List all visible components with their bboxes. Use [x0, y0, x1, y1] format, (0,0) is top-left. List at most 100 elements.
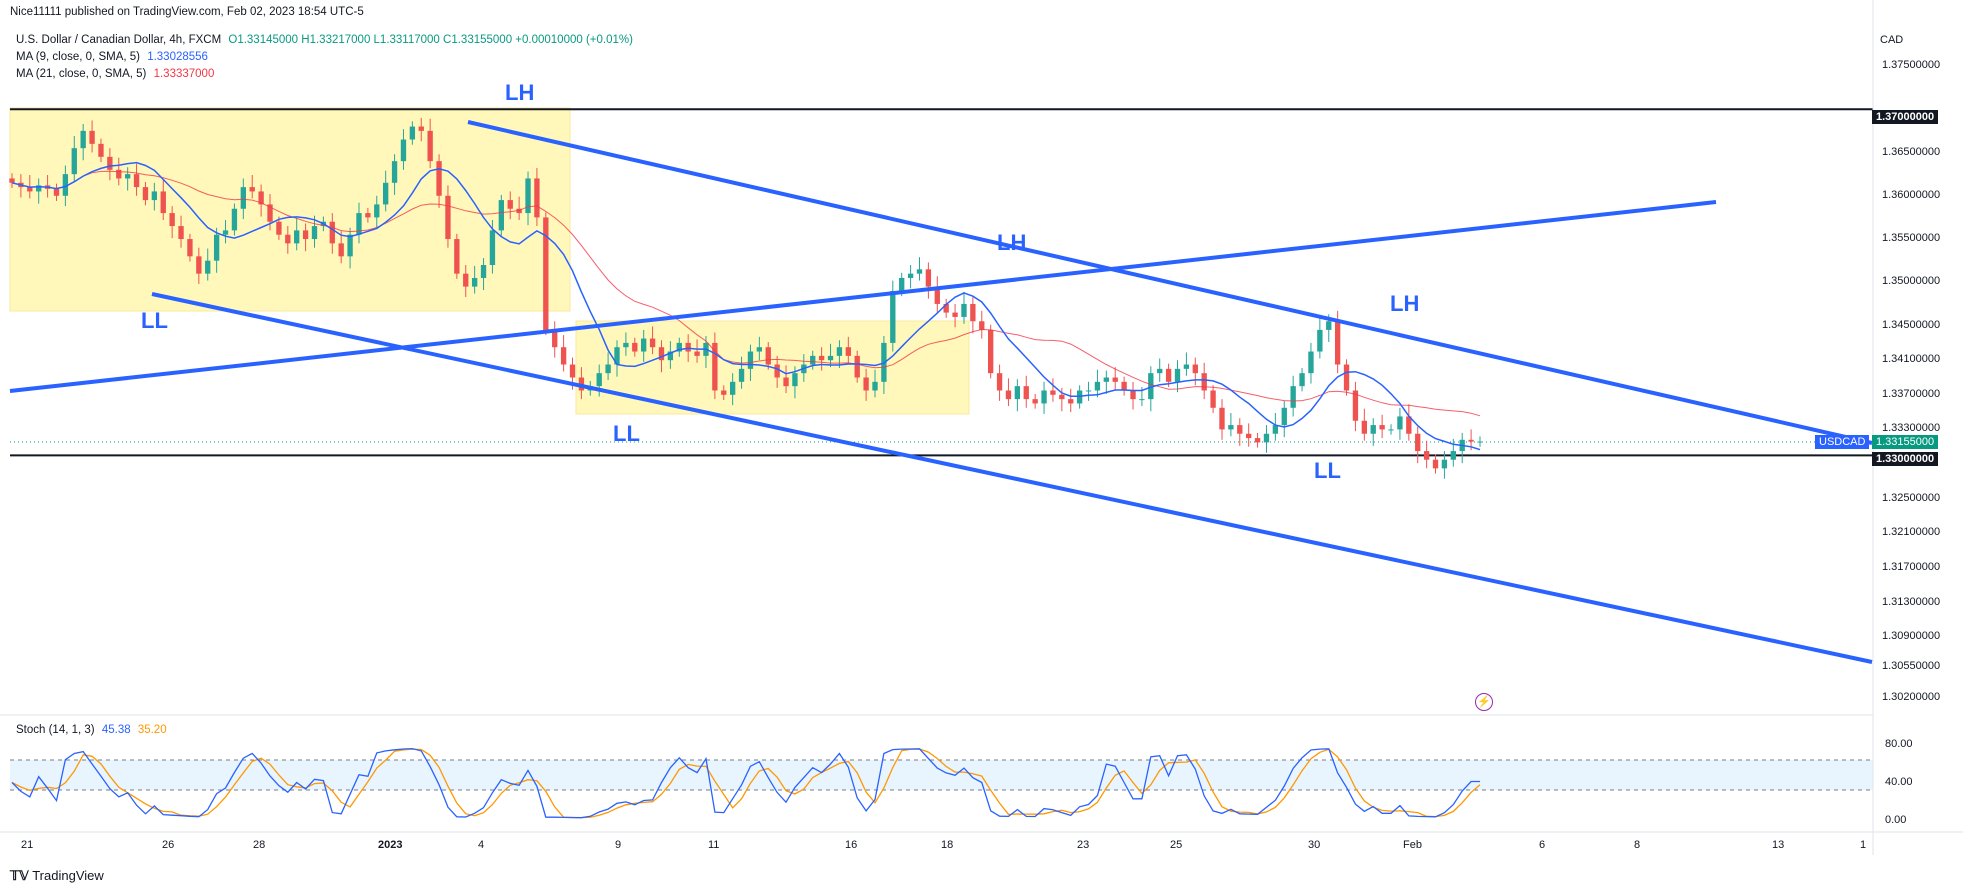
candle-body: [276, 221, 282, 235]
candle-body: [1432, 459, 1439, 469]
candle-body: [1246, 433, 1252, 439]
candle-body: [1103, 377, 1109, 382]
candle-body: [1281, 407, 1287, 426]
candle-body: [1023, 386, 1029, 400]
time-tick: 6: [1539, 839, 1546, 851]
ma9-legend[interactable]: MA (9, close, 0, SMA, 5) 1.33028556: [16, 51, 208, 63]
candle-body: [907, 273, 914, 278]
candle-body: [463, 273, 469, 287]
candle-body: [27, 187, 33, 192]
stoch-k-value: 45.38: [101, 724, 131, 736]
candle-body: [454, 239, 460, 274]
candle-body: [142, 187, 149, 201]
ma21-legend[interactable]: MA (21, close, 0, SMA, 5) 1.33337000: [16, 68, 214, 80]
time-tick: 23: [1077, 839, 1090, 851]
candle-body: [133, 174, 140, 188]
ma21-line: [11, 170, 1481, 417]
consolidation-zones: [9, 107, 970, 415]
candle-body: [1334, 321, 1341, 365]
ma9-line: [11, 161, 1481, 451]
price-tick: 1.34100000: [1882, 353, 1941, 366]
candle-body: [1423, 451, 1430, 460]
chart-frame: [0, 0, 1963, 855]
candle-body: [480, 265, 487, 278]
candle-body: [240, 187, 246, 209]
candle-body: [151, 191, 158, 201]
candle-body: [365, 213, 371, 218]
candle-body: [845, 347, 851, 356]
candle-body: [525, 178, 531, 214]
candle-body: [1441, 459, 1448, 469]
candle-body: [1370, 425, 1376, 434]
ll-label-2: LL: [613, 421, 640, 446]
candle-body: [383, 182, 389, 205]
candle-body: [934, 286, 940, 304]
candle-body: [641, 338, 647, 352]
candle-body: [178, 226, 184, 240]
candle-body: [1041, 390, 1047, 404]
candle-body: [169, 213, 175, 227]
candle-body: [116, 169, 122, 179]
stoch-band: [10, 760, 1873, 790]
candle-body: [9, 178, 15, 183]
candle-body: [1450, 451, 1456, 460]
currency-label: CAD: [1880, 34, 1904, 46]
lightning-icon[interactable]: ⚡: [1475, 693, 1493, 711]
candle-body: [1148, 373, 1154, 400]
symbol-title: U.S. Dollar / Canadian Dollar, 4h, FXCM …: [16, 34, 633, 46]
stoch-legend[interactable]: Stoch (14, 1, 3) 45.38 35.20: [16, 724, 167, 736]
candle-body: [311, 226, 318, 240]
candle-body: [1059, 394, 1065, 400]
candle-body: [836, 347, 843, 356]
ll-label-3: LL: [1314, 458, 1341, 483]
candle-body: [53, 188, 60, 196]
candle-body: [543, 217, 549, 330]
candle-body: [872, 381, 878, 391]
candle-body: [294, 230, 300, 244]
ma9-label: MA (9, close, 0, SMA, 5): [16, 51, 140, 63]
descending-trendline-lower: [151, 292, 1873, 664]
candle-body: [1379, 425, 1385, 430]
candle-body: [222, 230, 229, 235]
time-tick: 26: [162, 839, 175, 851]
candle-body: [498, 200, 505, 231]
candle-body: [249, 187, 255, 192]
price-tick: 1.34500000: [1882, 318, 1941, 331]
candle-body: [569, 364, 576, 378]
time-tick: 9: [615, 839, 622, 851]
ascending-trendline: [9, 200, 1717, 393]
candle-body: [98, 143, 104, 157]
time-tick: 25: [1170, 839, 1183, 851]
time-tick: 11: [708, 839, 720, 851]
candle-body: [738, 368, 745, 382]
candle-body: [1406, 416, 1412, 434]
candle-body: [107, 156, 113, 170]
candle-body: [338, 243, 344, 257]
candle-body: [1468, 439, 1474, 442]
candle-body: [1085, 390, 1092, 392]
price-tick: 1.30900000: [1882, 630, 1941, 643]
descending-trendline-upper: [467, 120, 1873, 445]
time-tick: Feb: [1403, 839, 1422, 851]
candle-body: [124, 174, 131, 179]
time-tick: 4: [478, 839, 485, 851]
candle-body: [534, 178, 540, 218]
candle-body: [471, 277, 478, 287]
candle-body: [987, 329, 994, 374]
candle-body: [1263, 433, 1270, 443]
candle-body: [1237, 425, 1243, 434]
candle-body: [1005, 390, 1012, 400]
price-tick: 1.30550000: [1882, 660, 1941, 673]
price-tick: 1.35000000: [1882, 275, 1941, 288]
candle-body: [213, 234, 220, 261]
candle-body: [302, 230, 309, 240]
candle-body: [1201, 373, 1207, 391]
candle-body: [36, 185, 42, 192]
candle-body: [774, 364, 780, 378]
candle-body: [810, 355, 816, 365]
candle-body: [721, 390, 727, 395]
candle-body: [560, 347, 567, 365]
price-tick: 1.31700000: [1882, 560, 1941, 573]
candle-body: [685, 342, 691, 352]
